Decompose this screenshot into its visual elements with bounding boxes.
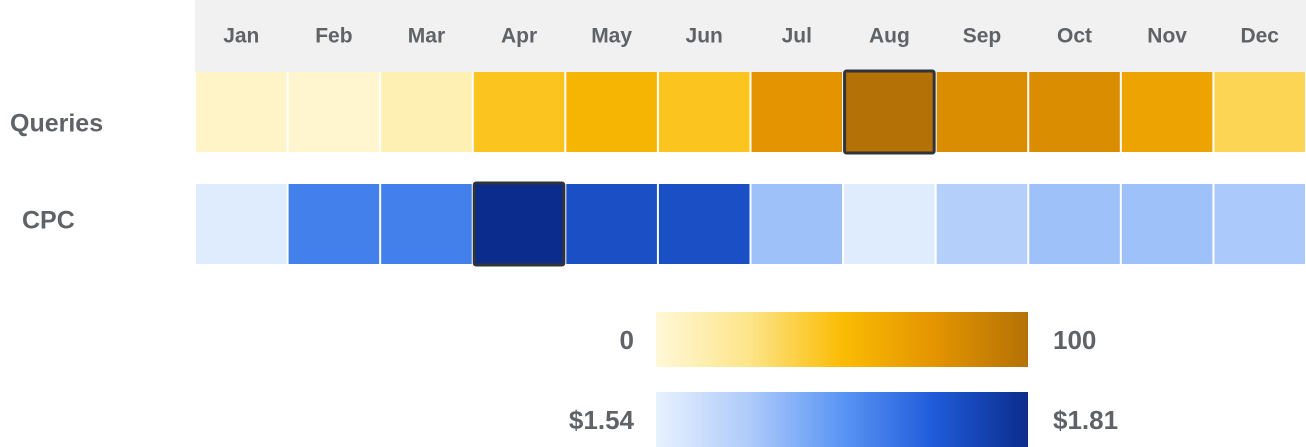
header-band xyxy=(195,0,1306,72)
column-label: Oct xyxy=(1057,25,1092,48)
heat-cell xyxy=(751,72,843,152)
column-label: Jul xyxy=(782,25,812,48)
column-label: Sep xyxy=(963,25,1002,48)
column-label: Apr xyxy=(501,25,537,48)
heat-cell xyxy=(381,72,472,152)
column-label: Jun xyxy=(686,25,723,48)
heat-cell xyxy=(473,72,565,152)
heat-cell xyxy=(566,72,657,152)
legend-gradient xyxy=(656,392,1028,447)
row-label: CPC xyxy=(22,207,75,235)
heat-cell xyxy=(288,72,380,152)
column-label: Jan xyxy=(223,25,259,48)
column-label: Dec xyxy=(1240,25,1279,48)
heat-cell xyxy=(1214,184,1305,264)
column-label: Nov xyxy=(1147,25,1187,48)
row-label: Queries xyxy=(10,110,103,138)
heat-cell xyxy=(1029,184,1120,264)
heat-cell xyxy=(288,184,380,264)
heat-cell xyxy=(658,184,750,264)
column-label: Feb xyxy=(315,25,352,48)
heat-cell xyxy=(936,184,1028,264)
column-label: Mar xyxy=(408,25,445,48)
heat-cell xyxy=(936,72,1028,152)
legend-label: $1.81 xyxy=(1053,405,1118,435)
heat-cell xyxy=(196,184,287,264)
heat-cell xyxy=(381,184,472,264)
legend-label: 0 xyxy=(620,325,634,355)
heat-cell xyxy=(473,184,565,264)
legend-label: $1.54 xyxy=(569,405,635,435)
column-label: Aug xyxy=(869,25,910,48)
heat-cell xyxy=(658,72,750,152)
heat-cell xyxy=(844,72,935,152)
highlight-box xyxy=(472,181,566,267)
column-label: May xyxy=(591,25,632,48)
highlight-box xyxy=(843,69,936,155)
heat-cell xyxy=(196,72,287,152)
legend-label: 100 xyxy=(1053,325,1096,355)
legend-gradient xyxy=(656,312,1028,367)
heat-cell xyxy=(1214,72,1305,152)
heat-cell xyxy=(566,184,657,264)
heat-cell xyxy=(1121,72,1213,152)
heat-cell xyxy=(844,184,935,264)
heat-cell xyxy=(1029,72,1120,152)
heat-cell xyxy=(1121,184,1213,264)
heat-cell xyxy=(751,184,843,264)
